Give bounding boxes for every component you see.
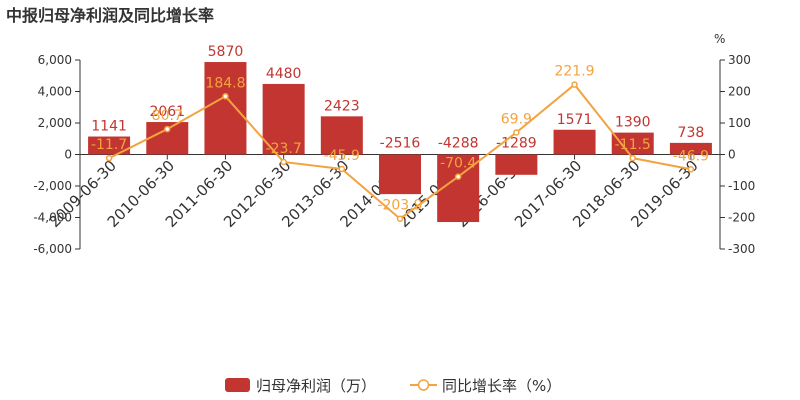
bar xyxy=(204,62,247,155)
growth-label: -203.9 xyxy=(377,198,422,214)
growth-point xyxy=(454,173,462,180)
y-right-tick-label: 200 xyxy=(728,85,751,99)
growth-label: -23.7 xyxy=(266,141,302,157)
growth-label: 221.9 xyxy=(554,64,594,80)
growth-point xyxy=(222,93,229,100)
bar xyxy=(495,154,538,175)
bar xyxy=(553,129,596,155)
legend-line-label: 同比增长率（%） xyxy=(442,377,561,395)
bar xyxy=(611,132,654,155)
bar-label: 2423 xyxy=(324,98,360,114)
y-right-tick-label: 0 xyxy=(728,148,736,162)
y-left-tick-label: 6,000 xyxy=(38,53,72,67)
growth-label: -45.9 xyxy=(324,148,360,164)
growth-point xyxy=(280,158,287,166)
bar-label: -4288 xyxy=(438,136,479,152)
bar-label: -2516 xyxy=(380,136,421,152)
y-right-tick-label: -200 xyxy=(728,211,755,225)
chart-title: 中报归母净利润及同比增长率 xyxy=(6,6,215,25)
bar-label: 2061 xyxy=(149,104,185,120)
growth-label: -11.5 xyxy=(615,137,651,153)
bar-label: 1390 xyxy=(615,115,651,131)
y-left-tick-label: -2,000 xyxy=(33,179,72,193)
bar-label: 738 xyxy=(678,125,705,141)
y-right-tick-label: 100 xyxy=(728,116,751,130)
growth-label: -11.7 xyxy=(91,137,127,153)
y-left-tick-label: -4,000 xyxy=(33,211,72,225)
bar-label: 1141 xyxy=(91,119,127,135)
y-right-tick-label: -300 xyxy=(728,242,755,256)
bar xyxy=(379,154,421,195)
y-right-tick-label: -100 xyxy=(728,179,755,193)
bar-label: 4480 xyxy=(266,66,302,82)
legend-bar-label: 归母净利润（万） xyxy=(256,377,376,395)
bar xyxy=(262,83,305,155)
legend-line-marker xyxy=(417,379,430,391)
y-left-tick-label: -6,000 xyxy=(33,242,72,256)
y-right-tick-label: 300 xyxy=(728,53,751,67)
growth-label: 69.9 xyxy=(501,111,532,127)
growth-point xyxy=(338,165,346,173)
bar xyxy=(669,142,712,155)
growth-point xyxy=(164,125,171,133)
y-right-unit: % xyxy=(714,32,725,46)
growth-point xyxy=(687,166,695,173)
growth-label: -46.9 xyxy=(673,148,709,164)
bar xyxy=(88,136,131,155)
growth-label: 184.8 xyxy=(205,75,245,91)
y-left-tick-label: 0 xyxy=(64,148,72,162)
bar-label: 5870 xyxy=(208,44,244,60)
growth-point xyxy=(396,215,404,222)
growth-point xyxy=(629,154,636,162)
bar-label: 1571 xyxy=(557,112,593,128)
growth-point xyxy=(105,154,113,162)
bar xyxy=(320,116,363,155)
growth-label: 80.7 xyxy=(152,108,183,124)
growth-label: -70.4 xyxy=(440,156,476,172)
y-left-tick-label: 2,000 xyxy=(38,116,72,130)
growth-point xyxy=(513,129,520,136)
growth-point xyxy=(571,81,578,88)
y-left-tick-label: 4,000 xyxy=(38,85,72,99)
legend-bar-swatch xyxy=(225,378,250,392)
